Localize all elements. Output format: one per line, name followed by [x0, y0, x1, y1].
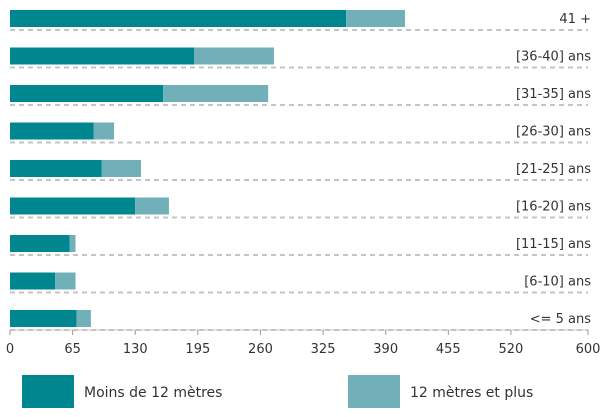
- legend: Moins de 12 mètres 12 mètres et plus: [22, 375, 533, 408]
- bar-segment-plus-12m: [135, 197, 169, 215]
- x-tick-label: 325: [311, 342, 336, 357]
- bar-segment-plus-12m: [55, 272, 76, 290]
- category-label: [6-10] ans: [524, 275, 591, 290]
- x-tick-label: 520: [499, 342, 524, 357]
- category-label: [16-20] ans: [516, 200, 591, 215]
- legend-swatch: [348, 375, 400, 408]
- bar-segment-plus-12m: [76, 310, 91, 327]
- bar-segment-moins-12m: [10, 310, 77, 327]
- grid-lines: [10, 29, 588, 331]
- legend-label: 12 mètres et plus: [410, 385, 533, 401]
- x-tick-label: 0: [6, 342, 14, 357]
- bar-segment-moins-12m: [10, 122, 94, 140]
- bar-segment-moins-12m: [10, 85, 164, 102]
- x-tick-label: 390: [373, 342, 398, 357]
- x-tick-label: 65: [64, 342, 81, 357]
- bar-segment-plus-12m: [101, 160, 142, 177]
- bar-segment-plus-12m: [346, 10, 405, 27]
- legend-label: Moins de 12 mètres: [84, 385, 222, 401]
- bar-segment-moins-12m: [10, 160, 102, 177]
- bar-segment-plus-12m: [193, 47, 274, 65]
- bar-segment-moins-12m: [10, 10, 347, 27]
- category-label: 41 +: [559, 12, 591, 27]
- category-label: [36-40] ans: [516, 50, 591, 65]
- x-tick-label: 195: [185, 342, 210, 357]
- bar-segment-moins-12m: [10, 197, 136, 215]
- x-tick-label: 130: [123, 342, 148, 357]
- x-axis: 0 65 130 195 260 325 390 455 520 600: [6, 329, 601, 357]
- category-label: [11-15] ans: [516, 237, 591, 252]
- x-tick-label: 600: [576, 342, 601, 357]
- bar-segment-plus-12m: [163, 85, 269, 102]
- category-label: [21-25] ans: [516, 162, 591, 177]
- bar-segment-plus-12m: [69, 235, 76, 252]
- category-label: <= 5 ans: [530, 312, 592, 327]
- bars: [10, 10, 405, 327]
- x-tick-label: 260: [248, 342, 273, 357]
- bar-segment-moins-12m: [10, 47, 194, 65]
- x-tick-label: 455: [436, 342, 461, 357]
- category-label: [31-35] ans: [516, 87, 591, 102]
- category-label: [26-30] ans: [516, 125, 591, 140]
- legend-swatch: [22, 375, 74, 408]
- bar-segment-moins-12m: [10, 272, 56, 290]
- bar-segment-plus-12m: [93, 122, 115, 140]
- bar-segment-moins-12m: [10, 235, 70, 252]
- category-labels: 41 + [36-40] ans [31-35] ans [26-30] ans [21…: [516, 12, 591, 327]
